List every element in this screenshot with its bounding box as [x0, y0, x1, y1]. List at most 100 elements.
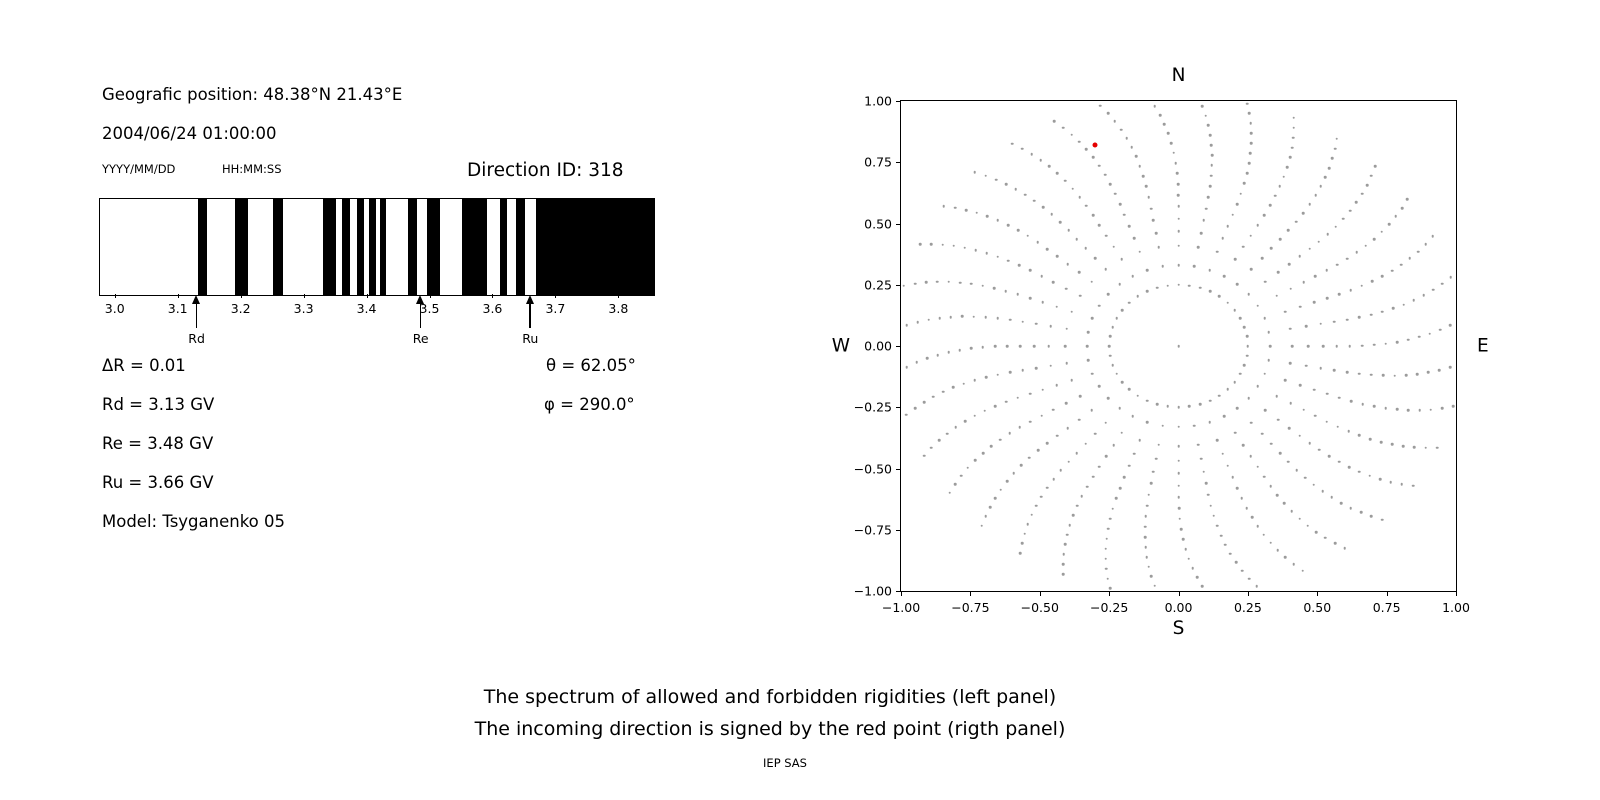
scatter-dot: [1111, 363, 1114, 367]
scatter-dot: [1343, 546, 1347, 550]
x-tick-mark: [1386, 592, 1388, 596]
scatter-dot: [999, 488, 1002, 491]
scatter-dot: [1290, 509, 1294, 513]
scatter-dot: [1210, 153, 1214, 157]
scatter-dot: [953, 206, 957, 210]
scatter-dot: [1019, 344, 1022, 348]
scatter-dot: [998, 438, 1002, 441]
scatter-dot: [1256, 385, 1260, 388]
scatter-dot: [1337, 293, 1341, 296]
scatter-dot: [1247, 292, 1250, 296]
scatter-dot: [1221, 452, 1225, 455]
scatter-dot: [1090, 409, 1093, 412]
x-tick-mark: [1247, 592, 1249, 596]
scatter-dot: [1380, 518, 1384, 521]
scatter-dot: [1249, 234, 1252, 237]
scatter-dot: [1233, 257, 1237, 261]
incoming-direction-point: [1092, 142, 1098, 148]
scatter-dot: [1049, 364, 1052, 368]
scatter-dot: [1276, 548, 1279, 552]
y-tick-mark: [896, 223, 900, 225]
scatter-dot: [1130, 145, 1133, 149]
scatter-dot: [1306, 344, 1310, 348]
scatter-dot: [1065, 533, 1069, 536]
scatter-dot: [1345, 257, 1349, 260]
scatter-dot: [1091, 156, 1095, 159]
scatter-dot: [954, 425, 958, 429]
scatter-dot: [1418, 408, 1421, 412]
scatter-dot: [1176, 182, 1180, 186]
scatter-dot: [1260, 256, 1264, 260]
scatter-dot: [1104, 547, 1108, 551]
scatter-dot: [1393, 374, 1397, 377]
scatter-dot: [1058, 220, 1062, 224]
forbidden-band: [516, 199, 525, 295]
scatter-dot: [1288, 362, 1292, 365]
scatter-dot: [1004, 400, 1008, 404]
scatter-dot: [1239, 192, 1243, 195]
scatter-dot: [1104, 421, 1107, 425]
cutoff-marker-label: Rd: [188, 331, 205, 346]
scatter-dot: [1341, 217, 1345, 221]
scatter-dot: [1018, 263, 1021, 267]
scatter-dot: [1147, 493, 1151, 497]
arrow-up-icon: [416, 295, 425, 304]
scatter-dot: [1239, 316, 1242, 320]
arrow-up-icon: [192, 295, 201, 304]
y-tick-label: 1.00: [864, 93, 892, 109]
scatter-dot: [1438, 368, 1441, 372]
scatter-dot: [1424, 446, 1427, 450]
scatter-dot: [1275, 294, 1279, 298]
scatter-dot: [1055, 305, 1058, 309]
x-tick-label: 0.50: [1303, 600, 1332, 615]
scatter-dot: [1292, 126, 1296, 130]
scatter-dot: [1416, 372, 1419, 376]
scatter-dot: [1108, 335, 1112, 338]
x-tick-label: −1.00: [881, 600, 921, 615]
scatter-dot: [1368, 437, 1372, 441]
scatter-dot: [922, 400, 926, 404]
scatter-dot: [1333, 147, 1337, 151]
forbidden-band: [536, 199, 654, 295]
direction-id-label: Direction ID: 318: [467, 160, 624, 181]
scatter-dot: [1407, 338, 1410, 341]
scatter-dot: [1034, 322, 1038, 326]
scatter-dot: [1324, 176, 1327, 179]
scatter-dot: [1123, 213, 1126, 217]
scatter-dot: [1289, 401, 1293, 405]
scatter-dot: [941, 243, 944, 246]
scatter-dot: [1016, 293, 1020, 296]
y-tick-label: −0.75: [853, 522, 892, 538]
x-tick-label: 0.75: [1372, 600, 1401, 615]
scatter-dot: [1098, 223, 1101, 227]
scatter-dot: [1200, 584, 1204, 588]
y-tick-label: 0.50: [864, 216, 892, 231]
scatter-dot: [1012, 471, 1016, 475]
scatter-dot: [1394, 214, 1398, 218]
scatter-dot: [1158, 113, 1162, 117]
scatter-dot: [1381, 374, 1385, 377]
scatter-dot: [1034, 504, 1038, 507]
scatter-dot: [1138, 164, 1142, 168]
scatter-dot: [996, 316, 999, 320]
scatter-dot: [1435, 446, 1439, 449]
scatter-dot: [952, 386, 955, 389]
x-tick-label: −0.75: [951, 600, 990, 615]
scatter-dot: [915, 361, 919, 364]
scatter-dot: [922, 454, 926, 457]
scatter-dot: [1145, 290, 1149, 293]
forbidden-band: [499, 199, 508, 295]
scatter-dot: [1098, 465, 1101, 469]
scatter-dot: [1391, 307, 1395, 310]
scatter-dot: [1262, 475, 1266, 479]
scatter-dot: [1288, 327, 1292, 330]
scatter-dot: [1196, 443, 1200, 446]
scatter-dot: [1120, 257, 1124, 261]
scatter-dot: [1448, 323, 1452, 327]
scatter-dot: [1276, 493, 1279, 497]
x-tick-label: 3.2: [230, 301, 251, 316]
scatter-dot: [1226, 224, 1230, 228]
scatter-dot: [984, 174, 987, 177]
scatter-dot: [1206, 493, 1210, 497]
scatter-dot: [1308, 202, 1312, 206]
